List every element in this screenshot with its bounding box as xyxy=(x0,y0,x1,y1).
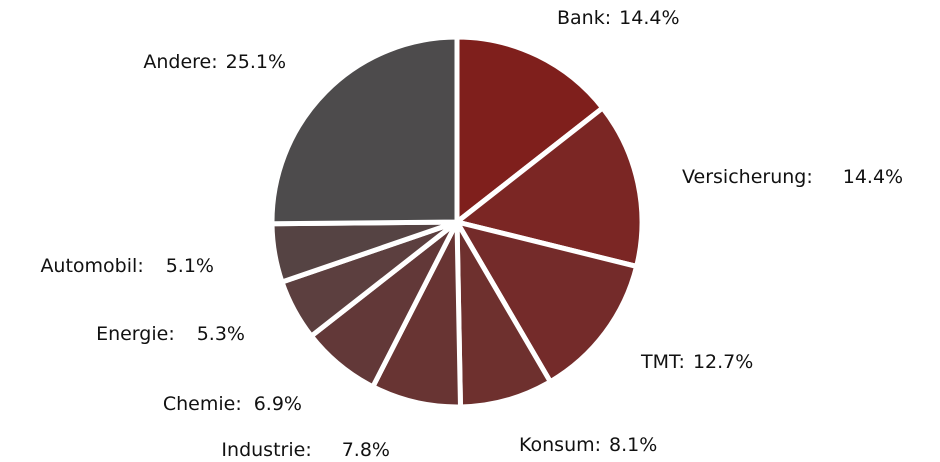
separator: : xyxy=(595,434,601,456)
slice-label: Bank: 14.4% xyxy=(557,7,680,29)
category-name: Andere xyxy=(143,51,211,73)
pie-slice xyxy=(454,219,640,385)
separator: : xyxy=(605,7,611,29)
value-label: 12.7% xyxy=(693,351,753,373)
value-label: 25.1% xyxy=(226,51,286,73)
value-label: 8.1% xyxy=(609,434,657,456)
pie-slice xyxy=(454,105,645,269)
value-label: 14.4% xyxy=(843,166,903,188)
category-name: Chemie xyxy=(163,393,235,415)
category-name: Versicherung xyxy=(682,166,806,188)
slice-label: Automobil: 5.1% xyxy=(40,255,214,277)
separator: : xyxy=(168,323,174,345)
value-label: 6.9% xyxy=(254,393,302,415)
separator: : xyxy=(806,166,812,188)
value-label: 7.8% xyxy=(342,439,390,461)
separator: : xyxy=(137,255,143,277)
separator: : xyxy=(679,351,685,373)
slice-label: Energie: 5.3% xyxy=(96,323,245,345)
slice-label: Andere: 25.1% xyxy=(143,51,286,73)
value-label: 5.3% xyxy=(197,323,245,345)
category-name: Industrie xyxy=(221,439,305,461)
category-name: TMT xyxy=(640,351,681,373)
category-name: Bank xyxy=(557,7,605,29)
category-name: Konsum xyxy=(519,434,595,456)
separator: : xyxy=(235,393,241,415)
category-name: Energie xyxy=(96,323,168,345)
slice-label: Versicherung: 14.4% xyxy=(682,166,903,188)
slice-label: TMT: 12.7% xyxy=(640,351,753,373)
slice-label: Konsum: 8.1% xyxy=(519,434,657,456)
separator: : xyxy=(211,51,217,73)
pie-slice xyxy=(269,34,460,227)
value-label: 5.1% xyxy=(166,255,214,277)
slice-label: Chemie: 6.9% xyxy=(163,393,302,415)
category-name: Automobil xyxy=(40,255,137,277)
value-label: 14.4% xyxy=(619,7,679,29)
slice-label: Industrie: 7.8% xyxy=(221,439,390,461)
separator: : xyxy=(305,439,311,461)
pie-slice xyxy=(454,34,606,225)
